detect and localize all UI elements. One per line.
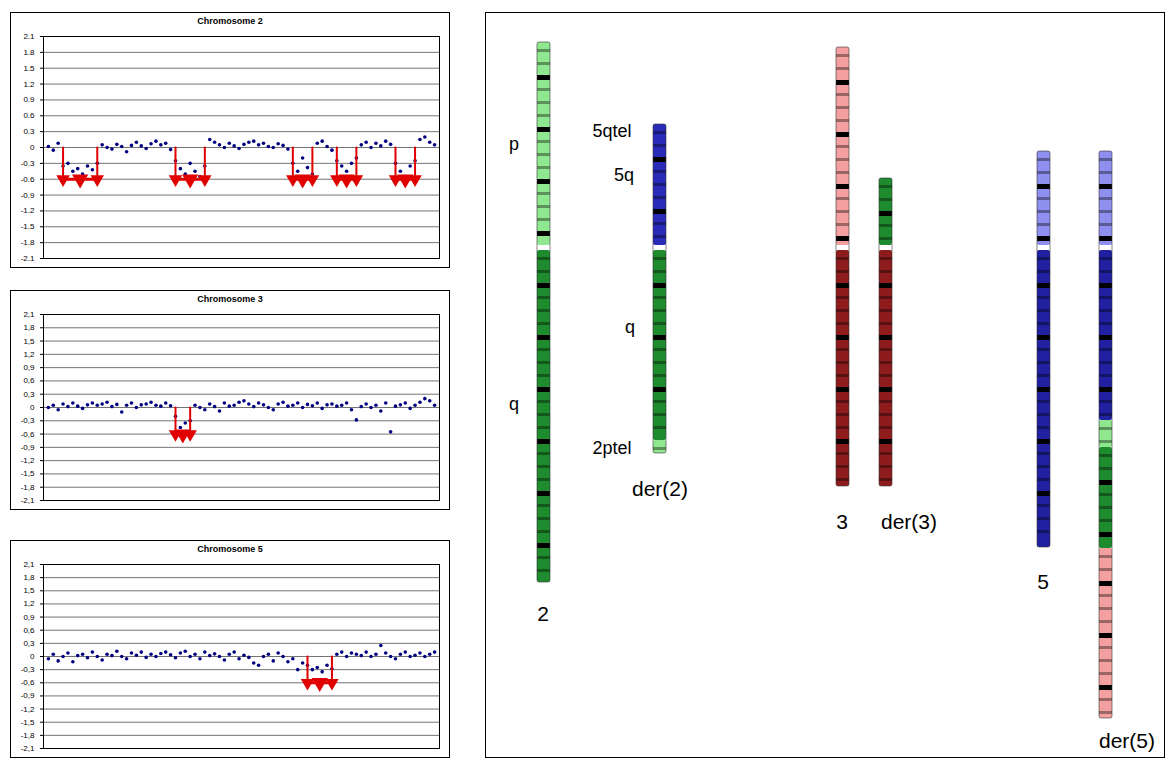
svg-text:0,6: 0,6 bbox=[23, 626, 35, 635]
svg-text:1.5: 1.5 bbox=[23, 64, 35, 73]
svg-text:1,2: 1,2 bbox=[23, 350, 35, 359]
svg-text:-0.9: -0.9 bbox=[21, 191, 35, 200]
svg-text:0,6: 0,6 bbox=[23, 376, 35, 385]
svg-text:2,1: 2,1 bbox=[23, 560, 35, 569]
svg-text:q: q bbox=[625, 317, 635, 337]
svg-text:0,3: 0,3 bbox=[23, 390, 35, 399]
svg-text:der(3): der(3) bbox=[881, 510, 937, 533]
svg-text:-1,2: -1,2 bbox=[21, 705, 35, 714]
svg-text:-2,1: -2,1 bbox=[21, 744, 35, 753]
svg-text:2.1: 2.1 bbox=[23, 32, 35, 41]
svg-text:-1,8: -1,8 bbox=[21, 731, 35, 740]
svg-text:2,1: 2,1 bbox=[23, 310, 35, 319]
svg-text:-2,1: -2,1 bbox=[21, 496, 35, 505]
svg-text:1,5: 1,5 bbox=[23, 586, 35, 595]
svg-text:-1.8: -1.8 bbox=[21, 238, 35, 247]
svg-text:1,5: 1,5 bbox=[23, 337, 35, 346]
svg-text:-0,6: -0,6 bbox=[21, 430, 35, 439]
svg-text:0.6: 0.6 bbox=[23, 111, 35, 120]
svg-text:0,9: 0,9 bbox=[23, 613, 35, 622]
svg-text:5: 5 bbox=[1037, 570, 1049, 593]
svg-text:-0,3: -0,3 bbox=[21, 416, 35, 425]
html-text:Chromosome 5: Chromosome 5 bbox=[197, 544, 263, 554]
svg-text:0: 0 bbox=[30, 652, 35, 661]
svg-text:-0,3: -0,3 bbox=[21, 665, 35, 674]
svg-text:-1.2: -1.2 bbox=[21, 206, 35, 215]
svg-text:-0.6: -0.6 bbox=[21, 175, 35, 184]
svg-text:2: 2 bbox=[537, 602, 549, 625]
svg-text:0: 0 bbox=[30, 403, 35, 412]
svg-text:5qtel: 5qtel bbox=[592, 121, 631, 141]
svg-text:1,8: 1,8 bbox=[23, 323, 35, 332]
svg-text:0: 0 bbox=[30, 143, 35, 152]
svg-text:0.3: 0.3 bbox=[23, 127, 35, 136]
svg-text:2ptel: 2ptel bbox=[592, 438, 631, 458]
svg-text:der(2): der(2) bbox=[632, 477, 688, 500]
svg-text:-1.5: -1.5 bbox=[21, 222, 35, 231]
svg-text:-0,9: -0,9 bbox=[21, 691, 35, 700]
svg-text:-0,9: -0,9 bbox=[21, 443, 35, 452]
svg-text:-1,2: -1,2 bbox=[21, 456, 35, 465]
svg-text:1,2: 1,2 bbox=[23, 599, 35, 608]
svg-text:-1,5: -1,5 bbox=[21, 718, 35, 727]
svg-text:1.8: 1.8 bbox=[23, 48, 35, 57]
svg-text:0.9: 0.9 bbox=[23, 95, 35, 104]
svg-text:0,3: 0,3 bbox=[23, 639, 35, 648]
svg-text:-0.3: -0.3 bbox=[21, 159, 35, 168]
html-text:Chromosome 3: Chromosome 3 bbox=[197, 294, 263, 304]
svg-text:p: p bbox=[509, 134, 519, 154]
svg-text:3: 3 bbox=[836, 510, 848, 533]
svg-text:1.2: 1.2 bbox=[23, 80, 35, 89]
svg-text:der(5): der(5) bbox=[1099, 729, 1155, 752]
svg-text:5q: 5q bbox=[614, 165, 634, 185]
svg-text:q: q bbox=[509, 394, 519, 414]
svg-text:-0,6: -0,6 bbox=[21, 678, 35, 687]
svg-text:-2.1: -2.1 bbox=[21, 254, 35, 263]
html-text:Chromosome 2: Chromosome 2 bbox=[197, 16, 263, 26]
svg-text:1,8: 1,8 bbox=[23, 573, 35, 582]
svg-text:-1,8: -1,8 bbox=[21, 483, 35, 492]
svg-text:-1,5: -1,5 bbox=[21, 469, 35, 478]
svg-text:0,9: 0,9 bbox=[23, 363, 35, 372]
